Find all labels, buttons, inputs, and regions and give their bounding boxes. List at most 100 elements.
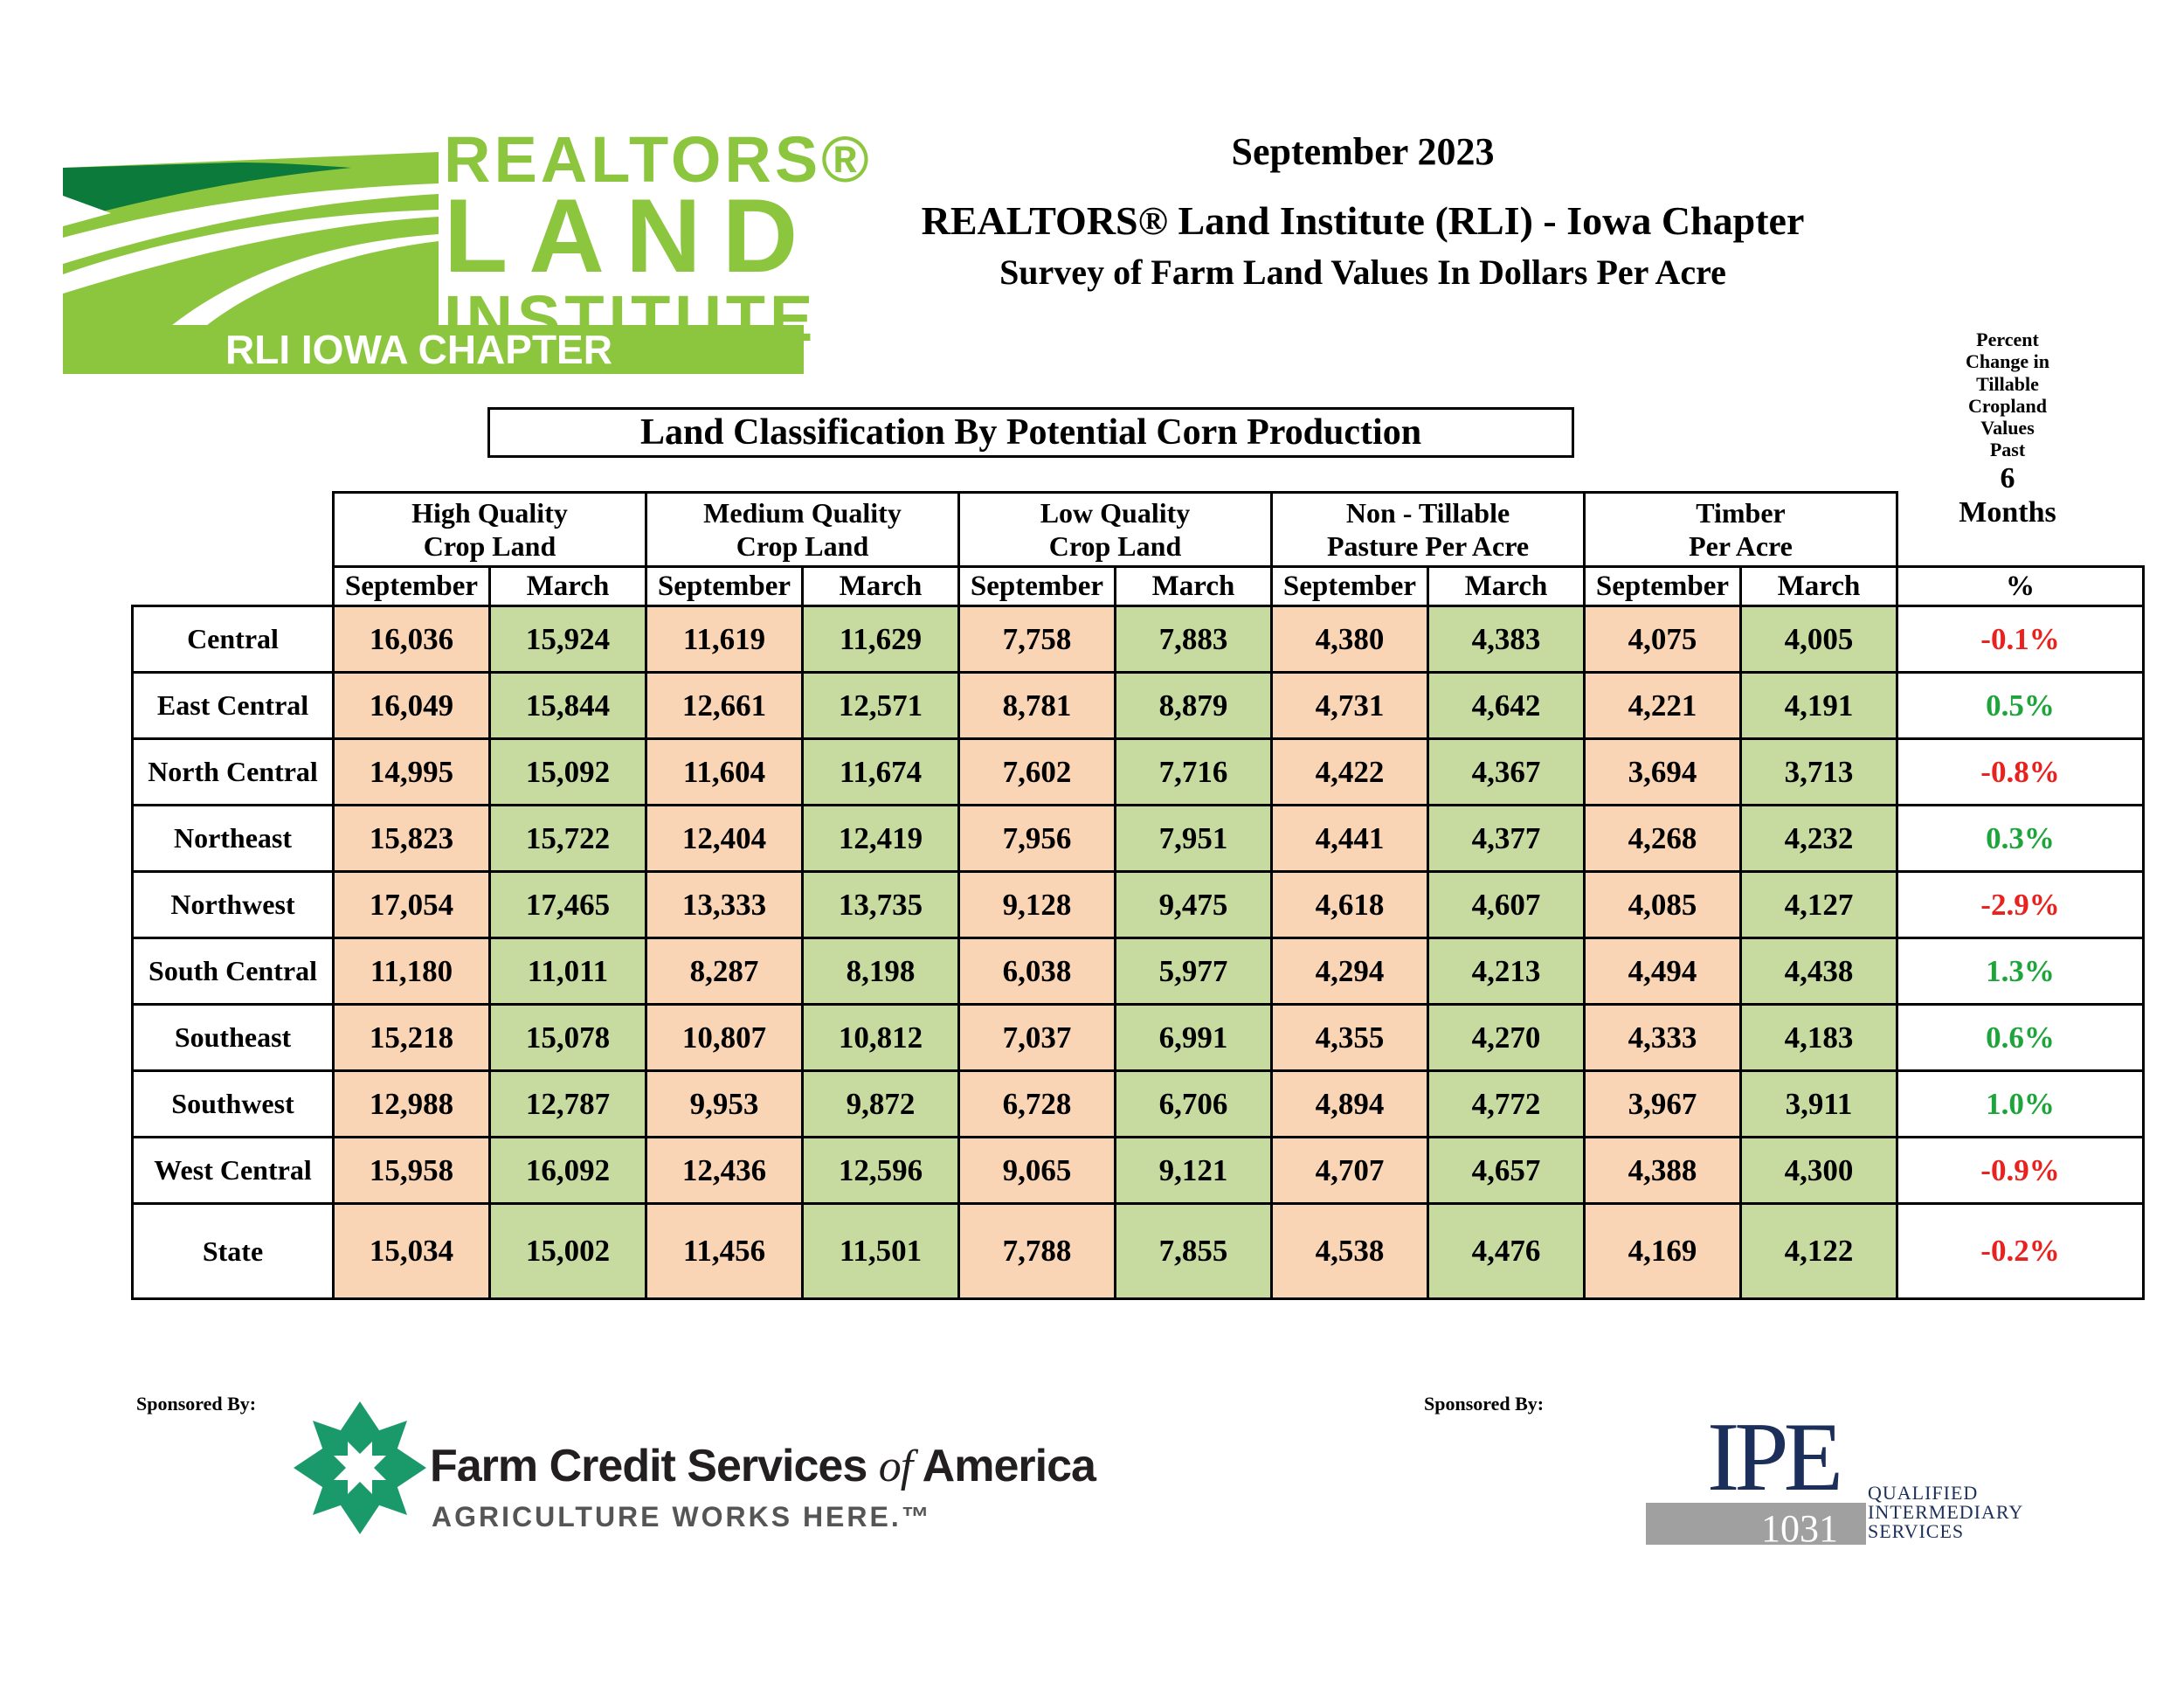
september-value: 4,075 [1583,605,1742,674]
blank-cell [133,493,334,567]
march-value: 3,713 [1739,737,1898,806]
region-name: State [131,1202,335,1300]
september-value: 4,268 [1583,804,1742,873]
march-value: 4,367 [1427,737,1586,806]
percent-change-value: 0.5% [1896,671,2145,740]
sub-header-september: September [645,565,804,607]
group-header: Low Quality Crop Land [957,491,1273,568]
group-header-row: High Quality Crop Land Medium Quality Crop… [133,491,2144,568]
september-value: 16,049 [332,671,491,740]
september-value: 15,823 [332,804,491,873]
region-name: Southwest [131,1069,335,1138]
september-value: 8,287 [645,937,804,1006]
march-value: 4,122 [1739,1202,1898,1300]
farm-credit-name: Farm Credit Services of America [430,1441,1096,1491]
logo-land-text: LAND [444,177,819,294]
march-value: 5,977 [1114,937,1273,1006]
group-header: Medium Quality Crop Land [645,491,960,568]
march-value: 15,092 [488,737,647,806]
march-value: 12,571 [801,671,960,740]
march-value: 15,002 [488,1202,647,1300]
region-name: East Central [131,671,335,740]
ipe-number-text: 1031 [1761,1507,1838,1550]
land-values-table: High Quality Crop Land Medium Quality Crop… [131,491,2145,1300]
pct-head-line: Cropland [1967,394,2048,417]
march-value: 8,198 [801,937,960,1006]
sponsor-label-2: Sponsored By: [1424,1393,1545,1415]
region-name: Southeast [131,1003,335,1072]
sub-header-september: September [1270,565,1429,607]
march-value: 7,951 [1114,804,1273,873]
september-value: 14,995 [332,737,491,806]
table-row: East Central 16,049 15,844 12,661 12,571 8,78… [131,671,2145,740]
pct-head-line: 6 [2000,461,2015,495]
percent-change-value: -0.9% [1896,1136,2145,1205]
september-value: 6,038 [957,937,1116,1006]
percent-change-value: -0.1% [1896,605,2145,674]
blank-cell [133,567,334,606]
ipe-1031-logo: IPE 1031 [1646,1403,1866,1550]
september-value: 4,085 [1583,870,1742,939]
pct-head-line: Percent [1976,329,2039,350]
march-value: 4,005 [1739,605,1898,674]
rli-logo: REALTORS® LAND INSTITUTE RLI IOWA CHAPTE… [63,122,869,376]
pct-head-line: Values [1980,417,2035,439]
report-subtitle: Survey of Farm Land Values In Dollars Pe… [999,253,1726,292]
logo-chapter-text: RLI IOWA CHAPTER [225,327,612,372]
september-value: 4,388 [1583,1136,1742,1205]
sub-header-september: September [332,565,491,607]
march-value: 8,879 [1114,671,1273,740]
region-name: North Central [131,737,335,806]
september-value: 4,294 [1270,937,1429,1006]
table-row: Northwest 17,054 17,465 13,333 13,735 9,128 9,… [131,870,2145,939]
percent-change-value: -0.2% [1896,1202,2145,1300]
sub-header-march: March [1114,565,1273,607]
percent-change-value: 1.3% [1896,937,2145,1006]
march-value: 15,722 [488,804,647,873]
march-value: 4,642 [1427,671,1586,740]
sub-header-percent: % [1896,565,2145,607]
sub-header-row: September March September March Septembe… [133,565,2145,607]
march-value: 11,629 [801,605,960,674]
september-value: 15,034 [332,1202,491,1300]
september-value: 9,128 [957,870,1116,939]
field-graphic-icon [63,152,439,329]
march-value: 9,872 [801,1069,960,1138]
march-value: 11,501 [801,1202,960,1300]
march-value: 4,213 [1427,937,1586,1006]
march-value: 6,706 [1114,1069,1273,1138]
report-title: REALTORS® Land Institute (RLI) - Iowa Ch… [921,198,1805,243]
september-value: 16,036 [332,605,491,674]
september-value: 4,422 [1270,737,1429,806]
september-value: 6,728 [957,1069,1116,1138]
percent-change-value: -0.8% [1896,737,2145,806]
pct-head-line: Tillable [1976,372,2039,395]
ipe-mark-text: IPE [1707,1403,1843,1512]
table-row: West Central 15,958 16,092 12,436 12,596 9,06… [131,1136,2145,1205]
march-value: 7,855 [1114,1202,1273,1300]
september-value: 11,456 [645,1202,804,1300]
september-value: 12,404 [645,804,804,873]
region-name: Central [131,605,335,674]
september-value: 10,807 [645,1003,804,1072]
sub-header-september: September [1583,565,1742,607]
september-value: 4,618 [1270,870,1429,939]
sub-header-september: September [957,565,1116,607]
percent-change-value: -2.9% [1896,870,2145,939]
september-value: 4,494 [1583,937,1742,1006]
ipe-line: QUALIFIED [1868,1482,1979,1504]
ipe-line: SERVICES [1868,1520,1965,1542]
sub-header-march: March [1427,565,1586,607]
table-row: Southwest 12,988 12,787 9,953 9,872 6,728 6,70… [131,1069,2145,1138]
percent-change-value: 0.3% [1896,804,2145,873]
september-value: 12,988 [332,1069,491,1138]
logo-chapter-bar [63,325,804,374]
sub-header-march: March [488,565,647,607]
september-value: 7,758 [957,605,1116,674]
september-value: 11,604 [645,737,804,806]
march-value: 4,772 [1427,1069,1586,1138]
group-header: Non - Tillable Pasture Per Acre [1270,491,1586,568]
march-value: 4,191 [1739,671,1898,740]
report-date: September 2023 [1231,130,1495,173]
march-value: 4,476 [1427,1202,1586,1300]
